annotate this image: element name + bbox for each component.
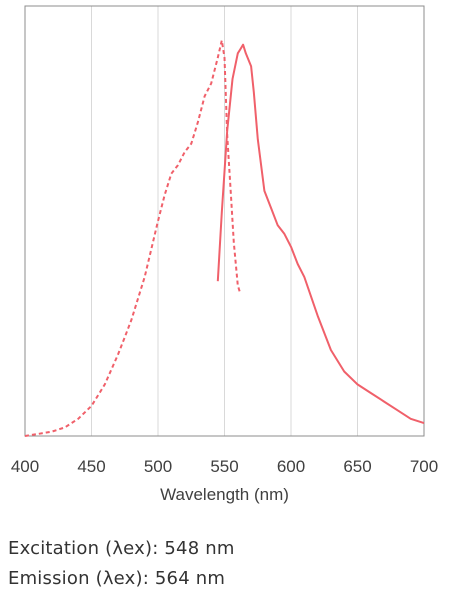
x-tick-label: 500 [144, 457, 172, 476]
emission-legend: Emission (λex): 564 nm [8, 568, 226, 589]
x-tick-label: 600 [277, 457, 305, 476]
grid-lines [91, 6, 358, 436]
x-tick-label: 700 [410, 457, 438, 476]
series-layer [24, 39, 425, 437]
x-tick-label: 450 [77, 457, 105, 476]
x-tick-label: 400 [11, 457, 39, 476]
x-tick-label: 650 [343, 457, 371, 476]
excitation-legend: Excitation (λex): 548 nm [8, 538, 235, 559]
x-tick-label: 550 [210, 457, 238, 476]
plot-frame [24, 5, 425, 437]
emission-line [216, 43, 425, 425]
excitation-line [24, 39, 242, 437]
x-tick-labels: 400 450 500 550 600 650 700 [11, 457, 438, 476]
spectrum-chart: 400 450 500 550 600 650 700 Wavelength (nm) [11, 5, 438, 504]
x-axis-title: Wavelength (nm) [160, 485, 289, 504]
